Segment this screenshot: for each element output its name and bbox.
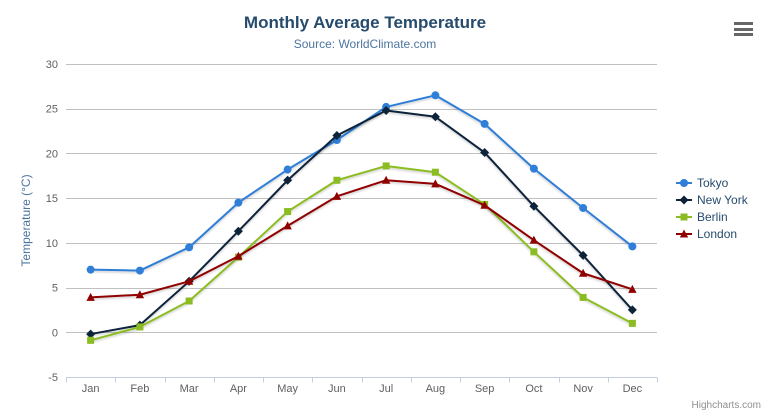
- marker-london-nov[interactable]: [578, 268, 588, 277]
- credits-link[interactable]: Highcharts.com: [691, 400, 761, 411]
- marker-tokyo-apr[interactable]: [234, 198, 243, 207]
- x-axis-label-jan: Jan: [82, 383, 100, 395]
- series-line-london[interactable]: [89, 179, 634, 299]
- marker-new-york-aug[interactable]: [430, 112, 440, 122]
- marker-tokyo-nov[interactable]: [579, 203, 588, 212]
- tokyo-legend-symbol: [680, 178, 688, 187]
- marker-berlin-aug[interactable]: [431, 168, 439, 176]
- marker-london-jun[interactable]: [332, 191, 342, 200]
- marker-new-york-may[interactable]: [283, 175, 293, 185]
- marker-tokyo-may[interactable]: [283, 165, 292, 174]
- series-line-new-york[interactable]: [89, 109, 634, 336]
- legend-item-tokyo[interactable]: Tokyo: [676, 174, 748, 191]
- marker-berlin-jan[interactable]: [87, 336, 95, 344]
- marker-tokyo-dec[interactable]: [628, 242, 637, 251]
- marker-berlin-dec[interactable]: [628, 319, 636, 327]
- series-new-york: [86, 106, 637, 339]
- marker-tokyo-feb[interactable]: [135, 266, 144, 275]
- marker-london-mar[interactable]: [184, 276, 194, 285]
- london-legend-marker-icon: [676, 229, 692, 237]
- x-axis-label-jun: Jun: [328, 383, 346, 395]
- legend-item-new-york[interactable]: New York: [676, 191, 748, 208]
- legend-item-london[interactable]: London: [676, 225, 748, 242]
- london-legend-symbol: [679, 229, 689, 237]
- marker-london-may[interactable]: [283, 221, 292, 230]
- marker-tokyo-aug[interactable]: [431, 91, 440, 100]
- marker-new-york-nov[interactable]: [578, 250, 588, 260]
- marker-new-york-jun[interactable]: [332, 131, 342, 141]
- marker-tokyo-mar[interactable]: [185, 243, 194, 252]
- legend-label-tokyo: Tokyo: [697, 175, 729, 190]
- marker-berlin-oct[interactable]: [530, 248, 538, 256]
- series-line-berlin[interactable]: [89, 164, 634, 342]
- marker-new-york-oct[interactable]: [529, 201, 539, 211]
- marker-london-oct[interactable]: [529, 235, 539, 244]
- y-axis-label: 5: [52, 283, 58, 295]
- series-london: [86, 175, 637, 301]
- y-axis-label: 0: [52, 327, 58, 339]
- x-axis-label-may: May: [277, 383, 298, 395]
- marker-london-sep[interactable]: [480, 200, 489, 209]
- marker-london-aug[interactable]: [431, 179, 440, 188]
- y-axis-title: Temperature (°C): [19, 174, 33, 266]
- legend-item-berlin[interactable]: Berlin: [676, 208, 748, 225]
- hamburger-menu-icon[interactable]: [734, 22, 753, 36]
- marker-new-york-dec[interactable]: [627, 305, 637, 315]
- marker-berlin-jul[interactable]: [382, 162, 390, 170]
- y-axis-label: 30: [46, 59, 58, 71]
- y-axis-label: 20: [46, 148, 58, 160]
- x-axis-label-aug: Aug: [426, 383, 446, 395]
- legend: Tokyo New York Berlin London: [676, 174, 748, 242]
- x-axis-label-mar: Mar: [180, 383, 199, 395]
- marker-london-dec[interactable]: [628, 284, 637, 293]
- x-axis-label-sep: Sep: [475, 383, 495, 395]
- marker-berlin-jun[interactable]: [333, 176, 341, 184]
- x-axis-label-dec: Dec: [623, 383, 643, 395]
- y-axis-label: 10: [46, 238, 58, 250]
- marker-london-apr[interactable]: [234, 251, 243, 260]
- y-axis-label: -5: [48, 372, 58, 384]
- marker-berlin-feb[interactable]: [136, 323, 144, 331]
- marker-tokyo-sep[interactable]: [480, 119, 489, 128]
- marker-tokyo-oct[interactable]: [529, 164, 538, 173]
- marker-tokyo-jan[interactable]: [86, 265, 95, 274]
- marker-new-york-jan[interactable]: [86, 329, 96, 339]
- berlin-legend-symbol: [680, 213, 688, 220]
- x-axis-label-oct: Oct: [525, 383, 542, 395]
- series-tokyo: [86, 91, 637, 275]
- marker-new-york-apr[interactable]: [233, 226, 243, 236]
- legend-label-london: London: [697, 226, 738, 241]
- marker-london-jul[interactable]: [381, 175, 391, 184]
- chart-title: Monthly Average Temperature: [243, 13, 487, 32]
- marker-london-feb[interactable]: [135, 290, 145, 299]
- tokyo-legend-marker-icon: [676, 178, 692, 187]
- new-york-legend-symbol: [679, 195, 689, 204]
- x-axis-label-jul: Jul: [379, 383, 393, 395]
- marker-berlin-may[interactable]: [284, 208, 292, 216]
- y-axis-label: 15: [46, 193, 58, 205]
- marker-berlin-nov[interactable]: [579, 293, 587, 301]
- series-line-tokyo[interactable]: [89, 94, 634, 272]
- marker-new-york-sep[interactable]: [480, 148, 490, 158]
- x-axis-label-nov: Nov: [573, 383, 593, 395]
- berlin-legend-marker-icon: [676, 213, 692, 220]
- chart-subtitle: Source: WorldClimate.com: [293, 37, 437, 51]
- y-axis-label: 25: [46, 104, 58, 116]
- marker-new-york-jul[interactable]: [381, 106, 391, 116]
- legend-label-new-york: New York: [697, 192, 748, 207]
- x-axis-label-apr: Apr: [230, 383, 247, 395]
- marker-london-jan[interactable]: [86, 292, 95, 301]
- x-axis-label-feb: Feb: [130, 383, 149, 395]
- new-york-legend-marker-icon: [676, 195, 692, 204]
- legend-label-berlin: Berlin: [697, 209, 728, 224]
- marker-berlin-mar[interactable]: [185, 297, 193, 305]
